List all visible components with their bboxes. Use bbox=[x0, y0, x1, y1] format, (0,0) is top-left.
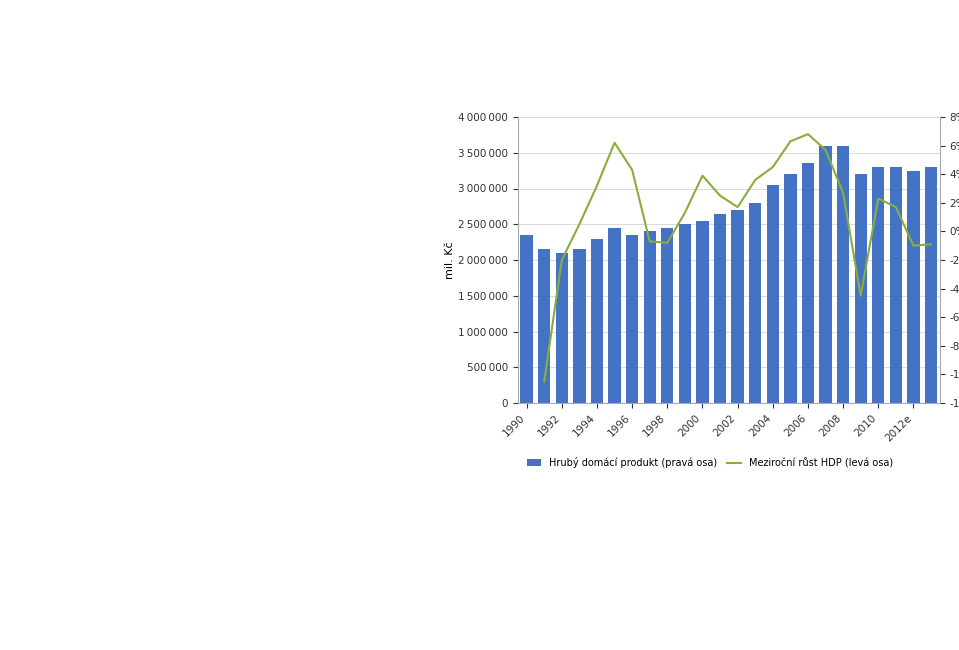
Meziroční růst HDP (levá osa) bbox=[925, 240, 937, 248]
Meziroční růst HDP (levá osa) bbox=[890, 203, 901, 211]
Bar bbox=[749, 203, 761, 403]
Meziroční růst HDP (levá osa) bbox=[539, 378, 550, 385]
Meziroční růst HDP (levá osa) bbox=[750, 176, 761, 184]
Meziroční růst HDP (levá osa) bbox=[802, 130, 813, 138]
Meziroční růst HDP (levá osa) bbox=[556, 256, 568, 264]
Meziroční růst HDP (levá osa) bbox=[609, 139, 620, 147]
Meziroční růst HDP (levá osa) bbox=[732, 203, 743, 211]
Bar bbox=[608, 228, 620, 403]
Bar bbox=[837, 146, 850, 403]
Meziroční růst HDP (levá osa) bbox=[679, 209, 690, 216]
Meziroční růst HDP (levá osa) bbox=[591, 182, 602, 190]
Bar bbox=[661, 228, 673, 403]
Bar bbox=[713, 213, 726, 403]
Bar bbox=[784, 174, 797, 403]
Bar bbox=[573, 249, 586, 403]
Meziroční růst HDP (levá osa) bbox=[873, 194, 884, 202]
Meziroční růst HDP (levá osa) bbox=[784, 137, 796, 145]
Meziroční růst HDP (levá osa) bbox=[696, 172, 708, 179]
Bar bbox=[872, 167, 884, 403]
Bar bbox=[890, 167, 902, 403]
Legend: Hrubý domácí produkt (pravá osa), Meziroční růst HDP (levá osa): Hrubý domácí produkt (pravá osa), Meziro… bbox=[523, 453, 898, 472]
Bar bbox=[555, 253, 568, 403]
Meziroční růst HDP (levá osa) bbox=[837, 189, 849, 197]
Bar bbox=[538, 249, 550, 403]
Bar bbox=[679, 224, 691, 403]
Bar bbox=[732, 210, 744, 403]
Bar bbox=[591, 239, 603, 403]
Meziroční růst HDP (levá osa) bbox=[907, 242, 919, 250]
Bar bbox=[802, 164, 814, 403]
Meziroční růst HDP (levá osa) bbox=[662, 239, 673, 247]
Meziroční růst HDP (levá osa) bbox=[644, 237, 656, 245]
Meziroční růst HDP (levá osa) bbox=[767, 163, 779, 171]
Bar bbox=[854, 174, 867, 403]
Meziroční růst HDP (levá osa) bbox=[626, 166, 638, 174]
Bar bbox=[696, 220, 709, 403]
Meziroční růst HDP (levá osa) bbox=[820, 146, 831, 154]
Bar bbox=[626, 235, 639, 403]
Bar bbox=[643, 231, 656, 403]
Bar bbox=[819, 146, 831, 403]
Meziroční růst HDP (levá osa) bbox=[714, 192, 726, 200]
Bar bbox=[907, 170, 920, 403]
Meziroční růst HDP (levá osa) bbox=[573, 220, 585, 228]
Bar bbox=[766, 185, 779, 403]
Bar bbox=[924, 167, 937, 403]
Y-axis label: mil. Kč: mil. Kč bbox=[445, 241, 456, 279]
Bar bbox=[521, 235, 533, 403]
Meziroční růst HDP (levá osa) bbox=[855, 292, 867, 300]
Line: Meziroční růst HDP (levá osa): Meziroční růst HDP (levá osa) bbox=[545, 134, 931, 382]
